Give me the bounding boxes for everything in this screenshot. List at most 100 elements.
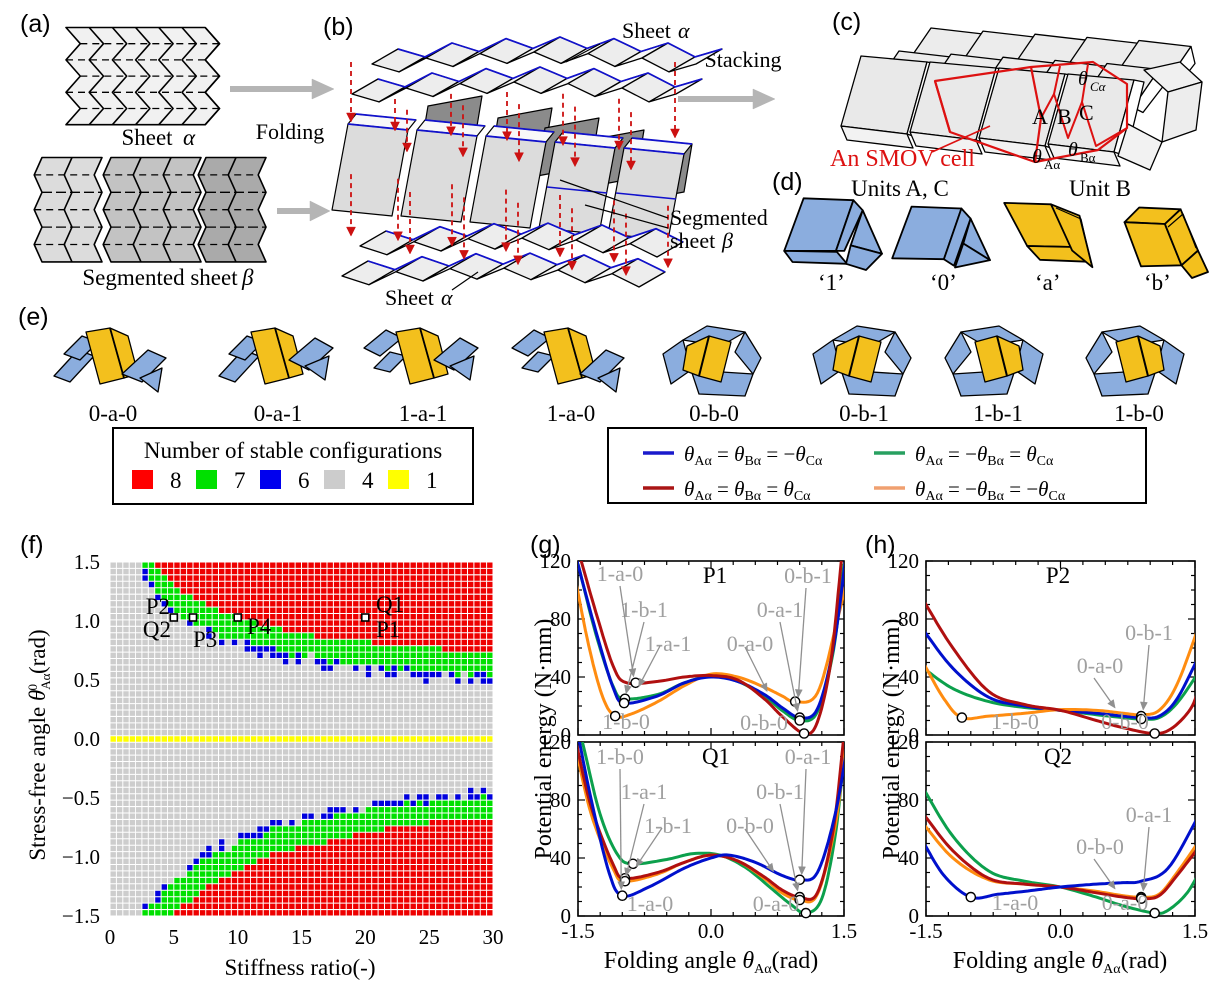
svg-text:Units A, C: Units A, C	[851, 176, 949, 201]
svg-text:120: 120	[888, 730, 920, 754]
svg-text:‘b’: ‘b’	[1144, 270, 1171, 295]
svg-text:1-b-1: 1-b-1	[973, 401, 1023, 426]
svg-text:(g): (g)	[530, 531, 561, 559]
svg-text:80: 80	[550, 607, 571, 631]
svg-text:β: β	[241, 265, 254, 290]
svg-text:-1.5: -1.5	[909, 919, 942, 943]
svg-text:(e): (e)	[18, 303, 49, 331]
svg-text:20: 20	[355, 925, 376, 949]
svg-text:1-b-0: 1-b-0	[1114, 401, 1164, 426]
svg-text:Bα: Bα	[1080, 150, 1096, 165]
svg-text:0: 0	[909, 904, 920, 928]
svg-text:Q1: Q1	[702, 744, 730, 769]
svg-text:P2: P2	[1046, 563, 1070, 588]
svg-text:‘a’: ‘a’	[1035, 270, 1061, 295]
svg-text:Sheet: Sheet	[121, 125, 173, 150]
svg-text:Stiffness ratio(-): Stiffness ratio(-)	[225, 955, 376, 980]
svg-text:sheet: sheet	[670, 228, 715, 253]
svg-text:Segmented: Segmented	[670, 205, 768, 230]
svg-text:Sheet: Sheet	[622, 18, 671, 43]
svg-text:0.0: 0.0	[74, 727, 100, 751]
svg-text:30: 30	[483, 925, 504, 949]
svg-text:1-b-1: 1-b-1	[644, 813, 692, 838]
svg-text:1-b-1: 1-b-1	[620, 597, 668, 622]
svg-text:40: 40	[898, 846, 919, 870]
svg-text:θ: θ	[1032, 146, 1042, 168]
svg-text:Folding angle θAα(rad): Folding angle θAα(rad)	[953, 948, 1168, 977]
svg-text:120: 120	[540, 730, 572, 754]
svg-text:0-b-1: 0-b-1	[756, 779, 804, 804]
svg-text:0-b-1: 0-b-1	[839, 401, 889, 426]
svg-text:1-a-1: 1-a-1	[399, 401, 448, 426]
svg-text:Cα: Cα	[1090, 79, 1107, 94]
svg-text:10: 10	[227, 925, 248, 949]
svg-text:1-b-0: 1-b-0	[602, 709, 650, 734]
svg-text:P1: P1	[703, 563, 727, 588]
svg-text:0.0: 0.0	[698, 919, 724, 943]
svg-text:5: 5	[169, 925, 180, 949]
svg-text:Folding: Folding	[256, 119, 324, 144]
svg-text:θ: θ	[1068, 139, 1078, 161]
svg-text:θAα = −θBα = −θCα: θAα = −θBα = −θCα	[915, 477, 1066, 504]
svg-text:120: 120	[540, 549, 572, 573]
svg-text:1: 1	[426, 468, 438, 493]
svg-text:(b): (b)	[323, 13, 354, 41]
svg-text:C: C	[1079, 100, 1094, 125]
svg-text:Stress-free angle θAα0(rad): Stress-free angle θAα0(rad)	[25, 629, 53, 860]
svg-text:0-b-0: 0-b-0	[740, 710, 788, 735]
svg-text:1-a-1: 1-a-1	[645, 631, 691, 656]
svg-text:0-a-0: 0-a-0	[89, 401, 138, 426]
svg-text:α: α	[183, 125, 196, 150]
svg-text:0-a-0: 0-a-0	[1102, 890, 1148, 915]
svg-text:P3: P3	[193, 627, 217, 652]
svg-text:α: α	[678, 18, 690, 43]
svg-text:(a): (a)	[20, 10, 51, 38]
svg-text:B: B	[1057, 104, 1072, 129]
svg-text:80: 80	[898, 607, 919, 631]
svg-text:0.5: 0.5	[74, 668, 100, 692]
svg-text:0: 0	[561, 723, 572, 747]
svg-text:0-a-1: 0-a-1	[1126, 802, 1172, 827]
svg-text:P1: P1	[376, 617, 400, 642]
svg-text:1.5: 1.5	[74, 550, 100, 574]
svg-text:0.0: 0.0	[1047, 919, 1073, 943]
svg-text:1.5: 1.5	[831, 919, 857, 943]
svg-text:0: 0	[105, 925, 116, 949]
svg-text:80: 80	[898, 788, 919, 812]
svg-text:1-a-0: 1-a-0	[627, 891, 673, 916]
svg-text:6: 6	[298, 468, 310, 493]
svg-text:1-a-1: 1-a-1	[621, 779, 667, 804]
svg-text:0-a-1: 0-a-1	[757, 597, 803, 622]
svg-text:P2: P2	[146, 594, 170, 619]
svg-text:1-b-0: 1-b-0	[991, 709, 1039, 734]
svg-text:Potential energy (N·mm): Potential energy (N·mm)	[531, 619, 557, 860]
svg-text:0-a-0: 0-a-0	[753, 891, 799, 916]
svg-text:Q1: Q1	[376, 592, 404, 617]
svg-text:1-a-0: 1-a-0	[992, 890, 1038, 915]
svg-text:1-b-0: 1-b-0	[596, 744, 644, 769]
svg-text:Segmented sheet: Segmented sheet	[82, 265, 238, 290]
svg-text:7: 7	[234, 468, 246, 493]
svg-text:120: 120	[888, 549, 920, 573]
svg-text:25: 25	[419, 925, 440, 949]
svg-text:1.5: 1.5	[1182, 919, 1208, 943]
svg-text:1.0: 1.0	[74, 609, 100, 633]
svg-text:4: 4	[362, 468, 374, 493]
svg-text:0-b-1: 0-b-1	[784, 563, 832, 588]
svg-text:0-a-0: 0-a-0	[727, 631, 773, 656]
svg-text:(c): (c)	[832, 8, 861, 36]
svg-text:Potential energy (N·mm): Potential energy (N·mm)	[879, 619, 905, 860]
svg-text:−0.5: −0.5	[62, 786, 100, 810]
svg-text:−1.0: −1.0	[62, 845, 100, 869]
svg-text:40: 40	[898, 665, 919, 689]
svg-text:θAα = −θBα = θCα: θAα = −θBα = θCα	[915, 442, 1054, 469]
svg-text:0-a-1: 0-a-1	[785, 744, 831, 769]
svg-text:β: β	[721, 228, 733, 253]
svg-text:0-a-0: 0-a-0	[1077, 653, 1123, 678]
svg-text:1-a-0: 1-a-0	[597, 561, 643, 586]
svg-text:0-b-0: 0-b-0	[1101, 709, 1149, 734]
svg-text:‘0’: ‘0’	[930, 270, 957, 295]
svg-text:0-a-1: 0-a-1	[254, 401, 303, 426]
svg-text:Sheet: Sheet	[385, 285, 434, 310]
svg-text:Unit B: Unit B	[1069, 176, 1131, 201]
